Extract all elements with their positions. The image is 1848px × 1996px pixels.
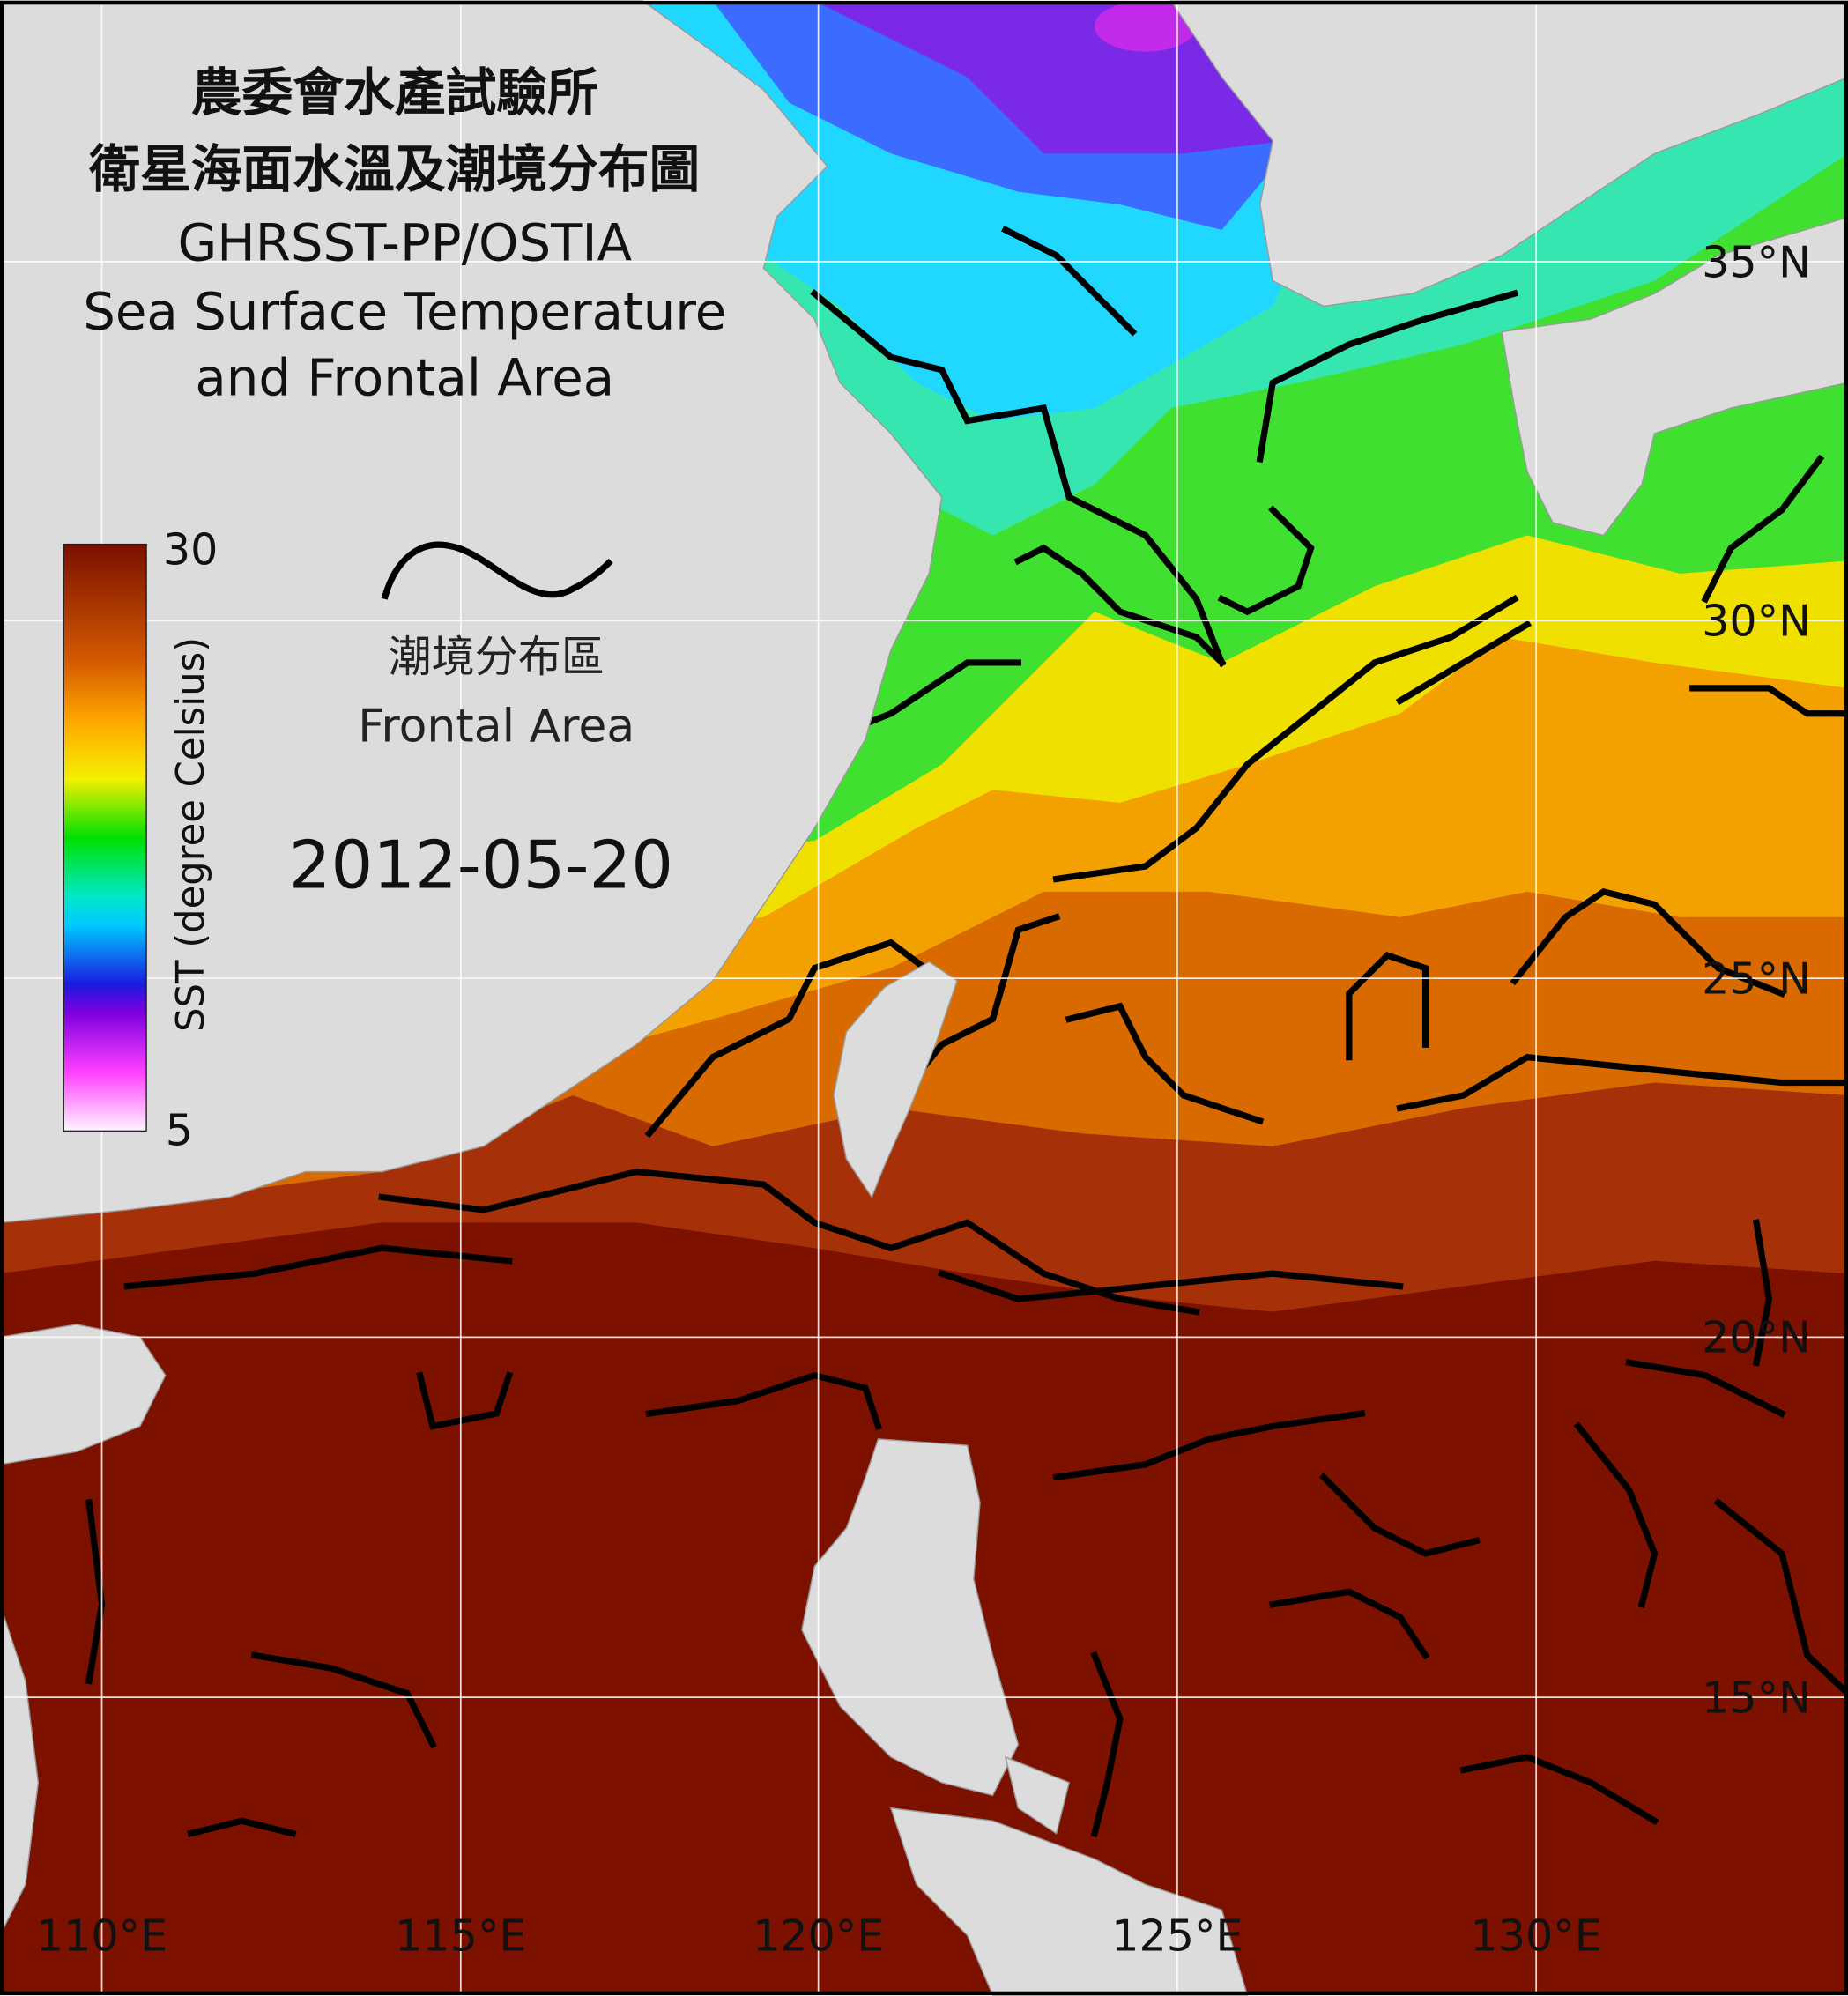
colorbar-max: 30 <box>163 524 218 575</box>
front-line <box>644 939 946 1139</box>
lon-labels: 110°E 115°E 120°E 125°E 130°E <box>36 1910 1602 1961</box>
legend: 潮境分布區 Frontal Area <box>358 541 635 753</box>
front-line <box>1065 1002 1265 1125</box>
colorbar-label: SST (degree Celsius) <box>169 637 213 1032</box>
date: 2012-05-20 <box>289 827 673 904</box>
lat-label: 15°N <box>1702 1672 1811 1723</box>
front-line <box>1395 620 1533 706</box>
front-line <box>378 1168 1200 1316</box>
front-line <box>938 1269 1404 1302</box>
lat-label: 25°N <box>1702 953 1811 1004</box>
lon-label: 130°E <box>1471 1910 1602 1961</box>
front-line <box>1346 951 1429 1061</box>
front-line <box>1001 226 1138 337</box>
front-line <box>1318 1473 1481 1557</box>
title-block: 農委會水產試驗所 衛星海面水溫及潮境分布圖 GHRSST-PP/OSTIA Se… <box>83 63 726 408</box>
title-line: GHRSST-PP/OSTIA <box>178 213 633 273</box>
front-line <box>1573 1421 1659 1609</box>
front-line <box>1396 1053 1848 1112</box>
lat-label: 35°N <box>1702 236 1811 287</box>
front-line <box>810 289 1227 667</box>
front-line <box>1269 1588 1430 1660</box>
front-line <box>645 1371 883 1431</box>
legend-label: 潮境分布區 <box>389 631 605 682</box>
legend-label: Frontal Area <box>358 700 635 753</box>
colorbar-min: 5 <box>166 1104 193 1155</box>
title-line: 衛星海面水溫及潮境分布圖 <box>88 139 700 199</box>
lat-label: 30°N <box>1702 596 1811 647</box>
front-line <box>1090 1651 1124 1838</box>
front-line <box>1052 1409 1366 1481</box>
lat-labels: 35°N 30°N 25°N 20°N 15°N <box>1702 236 1811 1723</box>
lon-label: 115°E <box>395 1910 526 1961</box>
front-line <box>416 1371 514 1430</box>
front-line <box>1625 1359 1786 1418</box>
lat-label: 20°N <box>1702 1312 1811 1363</box>
front-line <box>1459 1754 1659 1826</box>
front-line <box>1701 454 1825 604</box>
title-line: Sea Surface Temperature <box>83 282 726 342</box>
legend-symbol <box>381 541 613 600</box>
title-line: 農委會水產試驗所 <box>191 63 598 122</box>
lon-label: 120°E <box>753 1910 884 1961</box>
colorbar: 30 5 SST (degree Celsius) <box>63 524 218 1155</box>
front-line <box>1689 685 1848 717</box>
front-line <box>1752 1219 1773 1367</box>
colorbar-ramp <box>63 543 147 1132</box>
front-line <box>187 1817 297 1838</box>
front-line <box>1256 289 1519 464</box>
front-line <box>1013 544 1227 668</box>
lon-label: 110°E <box>36 1910 167 1961</box>
front-line <box>1510 888 1786 998</box>
front-line <box>1052 594 1519 883</box>
front-line <box>1217 505 1315 616</box>
front-line <box>250 1651 437 1749</box>
front-line <box>1713 1498 1848 1698</box>
title-line: and Frontal Area <box>195 348 614 408</box>
lon-label: 125°E <box>1111 1910 1243 1961</box>
front-line <box>123 1244 513 1290</box>
